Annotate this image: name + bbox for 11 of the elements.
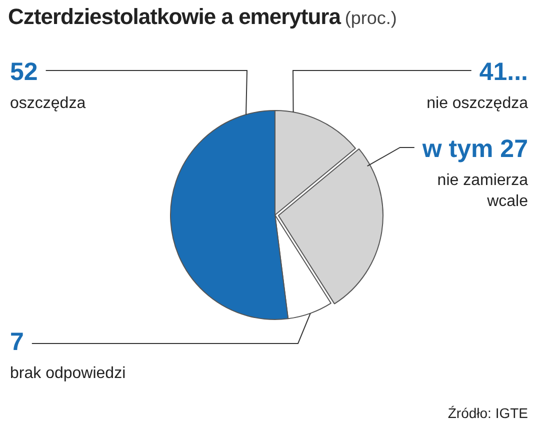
text: Źródło: IGTE xyxy=(448,405,528,421)
slice-label: brak odpowiedzi xyxy=(10,365,126,382)
slice-label: nie oszczędza xyxy=(426,95,528,112)
slice-label: nie zamierza wcale xyxy=(437,172,528,210)
data-label: 7 xyxy=(10,328,24,356)
chart-title: Czterdziestolatkowie a emerytura xyxy=(8,4,340,29)
chart-subtitle: (proc.) xyxy=(344,8,397,28)
slice-label: oszczędza xyxy=(10,95,86,112)
data-label: 41... xyxy=(479,58,528,86)
data-label: w tym 27 xyxy=(421,135,528,163)
data-label: 52 xyxy=(10,58,38,86)
